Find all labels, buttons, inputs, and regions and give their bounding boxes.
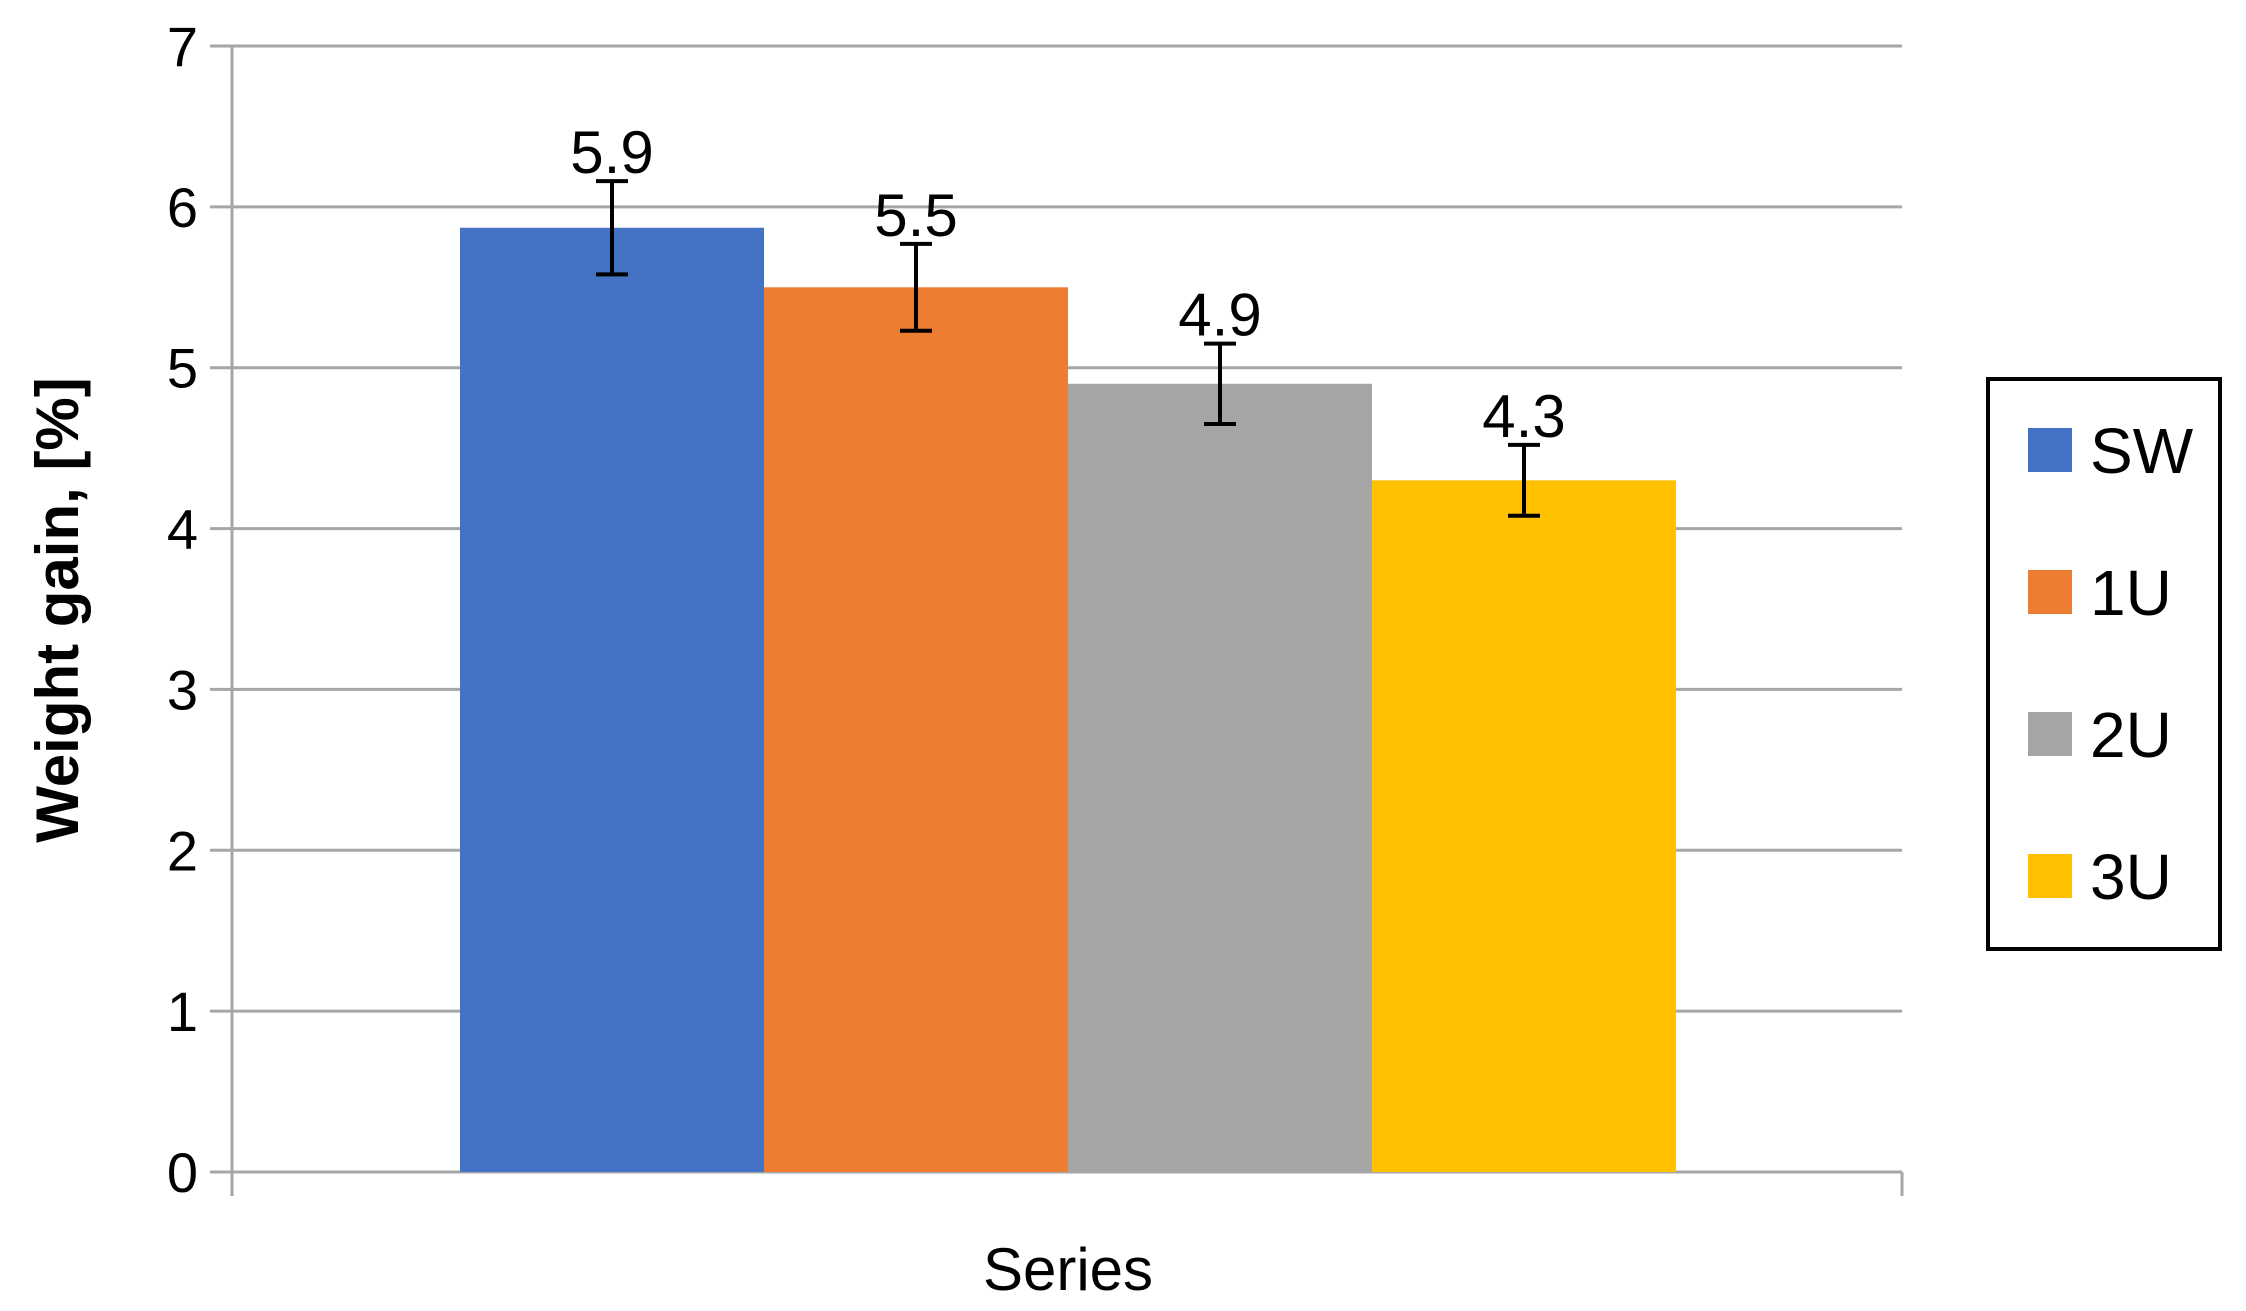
y-tick-label-7: 7 [167,15,198,78]
x-axis-title: Series [983,1236,1153,1303]
legend-frame [1986,377,2222,951]
bar-3u [1372,480,1676,1172]
y-tick-label-1: 1 [167,980,198,1043]
legend-label-1u: 1U [2090,557,2172,629]
legend-label-3u: 3U [2090,841,2172,913]
legend-items: SW 1U 2U 3U [2028,415,2194,913]
error-bar-2u [1204,341,1236,427]
error-bars [596,179,1540,518]
bar-1u [764,287,1068,1172]
data-label-1u: 5.5 [874,182,957,249]
legend-swatch-3u [2028,854,2072,898]
data-label-3u: 4.3 [1482,383,1565,450]
bars [460,227,1676,1173]
data-labels: 5.9 5.5 4.9 4.3 [570,119,1565,450]
legend-label-sw: SW [2090,415,2194,487]
y-tick-label-2: 2 [167,819,198,882]
legend-swatch-sw [2028,428,2072,472]
y-tick-label-3: 3 [167,658,198,721]
legend-label-2u: 2U [2090,699,2172,771]
y-tick-label-6: 6 [167,176,198,239]
legend-swatch-1u [2028,570,2072,614]
x-axis [230,1170,1904,1196]
y-axis: 0 1 2 3 4 5 6 7 [167,15,234,1204]
error-bar-3u [1508,442,1540,518]
y-tick-label-4: 4 [167,498,198,561]
y-tick-label-5: 5 [167,337,198,400]
error-bar-1u [900,241,932,333]
data-label-2u: 4.9 [1178,282,1261,349]
legend-swatch-2u [2028,712,2072,756]
legend: SW 1U 2U 3U [1986,377,2222,951]
data-label-sw: 5.9 [570,119,653,186]
y-axis-title: Weight gain, [%] [24,377,91,843]
y-tick-label-0: 0 [167,1141,198,1204]
bar-2u [1068,383,1372,1172]
error-bar-sw [596,179,628,277]
bar-sw [460,227,764,1173]
